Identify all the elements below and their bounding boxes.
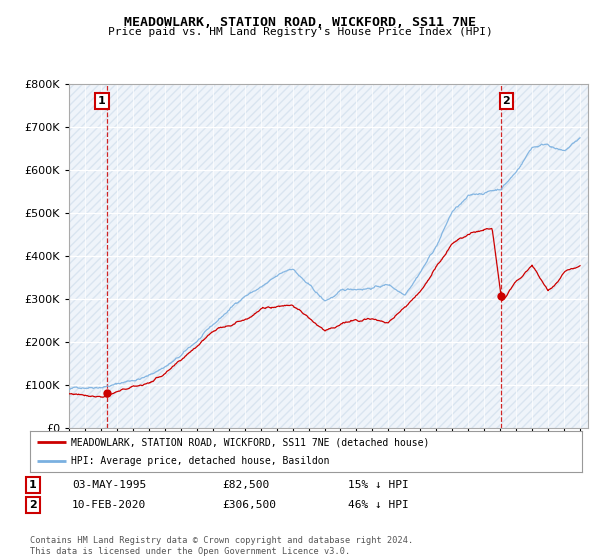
Text: Contains HM Land Registry data © Crown copyright and database right 2024.
This d: Contains HM Land Registry data © Crown c…: [30, 536, 413, 556]
Text: MEADOWLARK, STATION ROAD, WICKFORD, SS11 7NE: MEADOWLARK, STATION ROAD, WICKFORD, SS11…: [124, 16, 476, 29]
Text: 2: 2: [29, 500, 37, 510]
Text: 1: 1: [98, 96, 106, 106]
Text: £82,500: £82,500: [222, 480, 269, 490]
Text: 10-FEB-2020: 10-FEB-2020: [72, 500, 146, 510]
Text: MEADOWLARK, STATION ROAD, WICKFORD, SS11 7NE (detached house): MEADOWLARK, STATION ROAD, WICKFORD, SS11…: [71, 437, 430, 447]
Text: 15% ↓ HPI: 15% ↓ HPI: [348, 480, 409, 490]
Text: HPI: Average price, detached house, Basildon: HPI: Average price, detached house, Basi…: [71, 456, 330, 466]
Text: 1: 1: [29, 480, 37, 490]
Text: 46% ↓ HPI: 46% ↓ HPI: [348, 500, 409, 510]
Text: 03-MAY-1995: 03-MAY-1995: [72, 480, 146, 490]
Text: 2: 2: [502, 96, 510, 106]
Text: Price paid vs. HM Land Registry's House Price Index (HPI): Price paid vs. HM Land Registry's House …: [107, 27, 493, 37]
Text: £306,500: £306,500: [222, 500, 276, 510]
